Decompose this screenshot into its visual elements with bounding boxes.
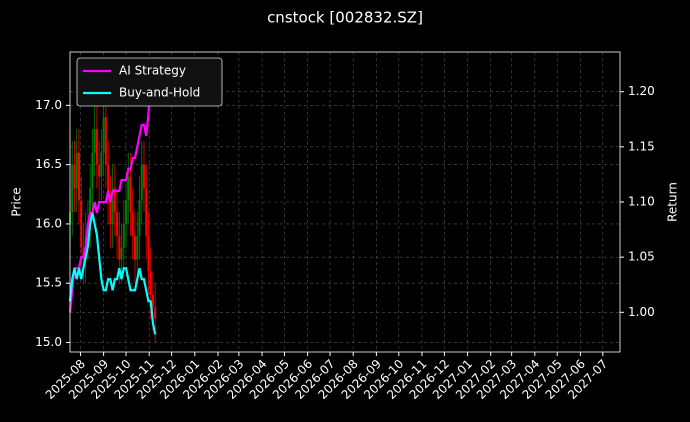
candle-body	[95, 129, 98, 165]
candle-body	[127, 176, 130, 201]
candle-body	[142, 164, 145, 189]
legend: AI Strategy Buy-and-Hold	[76, 57, 223, 107]
candle-body	[145, 188, 148, 236]
series-line	[68, 57, 156, 313]
candle-body	[102, 117, 105, 153]
y2-tick-label: 1.00	[628, 305, 655, 319]
candle-body	[140, 164, 143, 201]
candle-body	[134, 235, 137, 260]
candle-body	[147, 235, 150, 272]
candle-body	[89, 188, 92, 224]
chart-title: cnstock [002832.SZ]	[267, 9, 423, 27]
y-tick-label: 16.5	[35, 157, 62, 171]
candle-body	[116, 212, 119, 236]
candle-body	[125, 200, 128, 224]
candle-body	[111, 188, 114, 224]
candle-body	[71, 164, 74, 213]
candle-body	[138, 200, 141, 236]
y2-tick-label: 1.15	[628, 139, 655, 153]
candle-body	[73, 164, 76, 189]
y-tick-label: 17.0	[35, 98, 62, 112]
candle-body	[100, 152, 103, 177]
y2-tick-label: 1.05	[628, 250, 655, 264]
legend-label: Buy-and-Hold	[119, 86, 200, 100]
candle-body	[151, 295, 154, 307]
candle-body	[131, 212, 134, 236]
candle-body	[154, 306, 157, 319]
y-tick-label: 15.0	[35, 335, 62, 349]
candle-body	[104, 117, 107, 165]
y-tick-label: 15.5	[35, 276, 62, 290]
candle-body	[109, 200, 112, 224]
y-tick-label: 16.0	[35, 216, 62, 230]
candle-body	[129, 176, 132, 213]
candle-body	[75, 152, 78, 189]
legend-label: AI Strategy	[119, 64, 186, 78]
y2-tick-label: 1.10	[628, 195, 655, 209]
series-line	[68, 212, 157, 335]
candle-body	[80, 200, 83, 248]
candle-body	[113, 188, 116, 213]
candle-body	[107, 164, 110, 201]
legend-box	[76, 57, 223, 107]
y2-axis-label: Return	[666, 182, 680, 222]
plot-frame	[69, 51, 621, 353]
candle-body	[91, 152, 94, 189]
candle-body	[136, 235, 139, 260]
candle-body	[118, 235, 121, 260]
candle-body	[122, 223, 125, 248]
candle-body	[77, 152, 80, 201]
y-axis-label: Price	[10, 187, 24, 216]
candle-body	[120, 247, 123, 260]
candle-body	[98, 164, 101, 177]
candle-body	[93, 129, 96, 153]
y2-tick-label: 1.20	[628, 84, 655, 98]
candle-body	[149, 271, 152, 296]
